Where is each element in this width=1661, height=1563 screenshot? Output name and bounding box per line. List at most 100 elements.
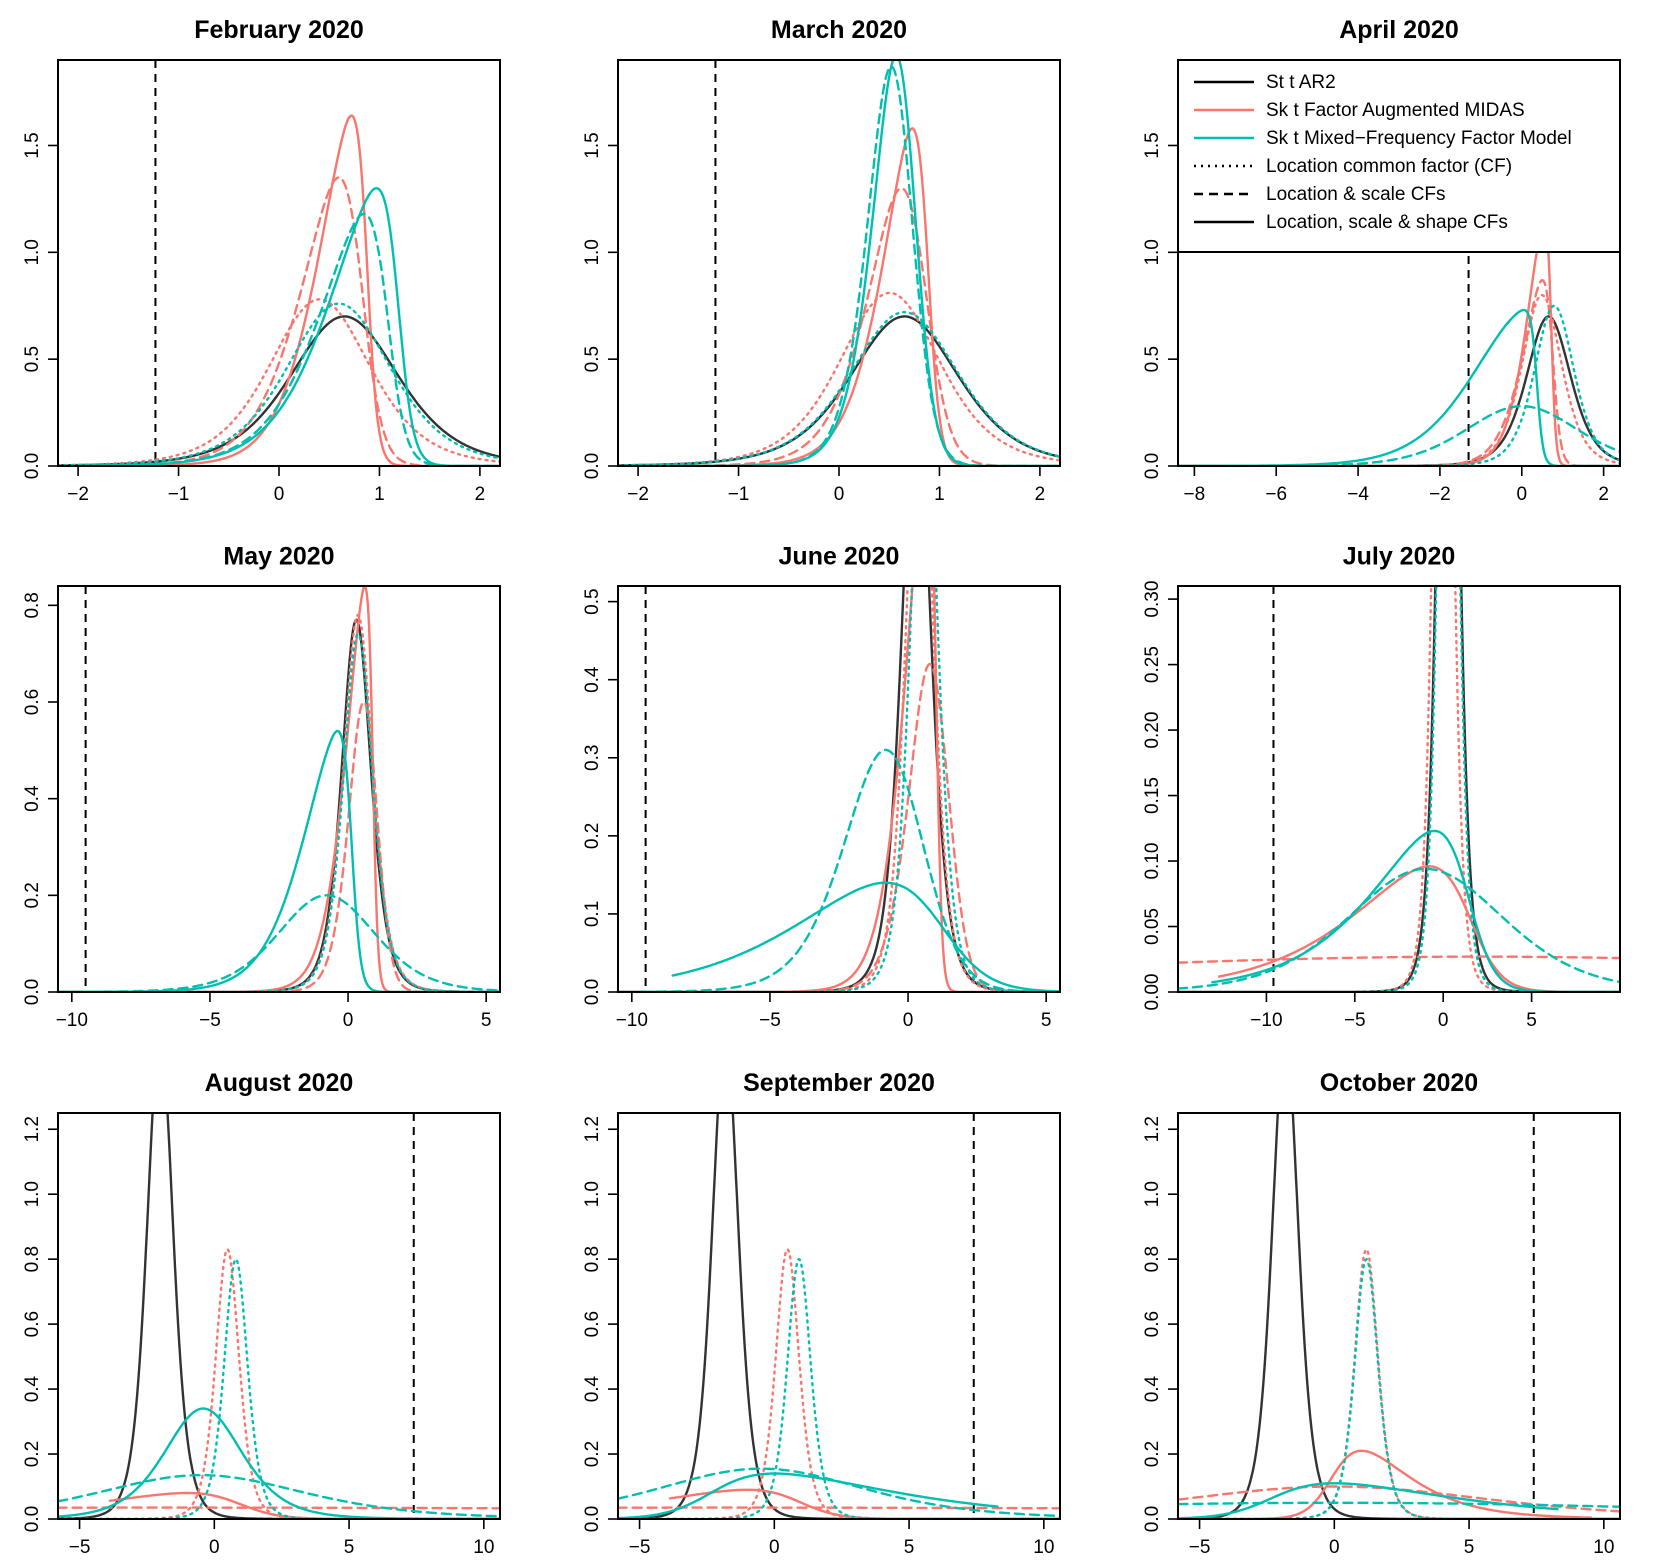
axes-box: [57, 585, 501, 993]
density-mfm-dotted: [618, 310, 1060, 466]
density-mfm-solid: [618, 1472, 999, 1519]
density-midas-solid: [625, 586, 1060, 992]
y-tick-label: 1.0: [582, 239, 603, 265]
density-midas-dashed: [1178, 1485, 1620, 1513]
y-tick-label: 0.2: [22, 1441, 43, 1467]
y-tick-label: 0.25: [1142, 646, 1163, 683]
y-tick-label: 0.15: [1142, 777, 1163, 814]
density-ar2-solid: [1178, 1113, 1620, 1519]
y-tick-label: 0.6: [22, 1311, 43, 1337]
x-tick-label: 2: [1598, 484, 1609, 505]
axes-box: [617, 585, 1061, 993]
x-tick-label: −10: [1250, 1010, 1282, 1031]
x-tick-label: 0: [903, 1010, 914, 1031]
y-tick-label: 0.5: [582, 588, 603, 614]
panel-title: June 2020: [779, 543, 900, 571]
density-mfm-dotted: [618, 586, 1060, 992]
x-tick-label: −2: [1429, 484, 1451, 505]
y-tick-label: 0.2: [582, 823, 603, 849]
y-tick-label: 0.0: [22, 453, 43, 479]
x-tick-label: 5: [1526, 1010, 1537, 1031]
density-mfm-dotted: [58, 302, 500, 466]
plot-area: [618, 60, 1060, 466]
panel-title: October 2020: [1320, 1069, 1478, 1097]
y-tick-label: 0.6: [22, 689, 43, 715]
density-mfm-dashed: [58, 894, 500, 992]
panel-7: August 2020 −5 0 5 10 0.0 0.2 0.4 0.6 0.8 1.0 1.2: [22, 1069, 501, 1558]
axes-box: [617, 1112, 1061, 1520]
y-tick-label: 0.0: [22, 979, 43, 1005]
density-mfm-dashed: [1178, 1501, 1620, 1509]
y-tick-label: 0.05: [1142, 908, 1163, 945]
y-tick-label: 1.0: [22, 239, 43, 265]
y-tick-label: 0.6: [582, 1311, 603, 1337]
density-ar2-solid: [58, 1113, 500, 1519]
panel-6: July 2020 −10 −5 0 5 0.00 0.05 0.10 0.15 0.20 0.25…: [1142, 543, 1621, 1031]
density-midas-solid: [1178, 1449, 1593, 1519]
density-mfm-dashed: [618, 1467, 1060, 1518]
plot-area: [618, 1113, 1060, 1519]
y-tick-label: 0.2: [582, 1441, 603, 1467]
density-midas-dashed: [628, 662, 1060, 992]
y-tick-label: 1.5: [582, 132, 603, 158]
density-midas-dotted: [618, 291, 1060, 466]
density-ar2-solid: [618, 586, 1060, 992]
density-midas-solid: [632, 127, 1060, 466]
x-tick-label: 2: [475, 484, 486, 505]
x-tick-label: 10: [473, 1537, 494, 1558]
x-tick-label: 10: [1593, 1537, 1614, 1558]
density-mfm-dotted: [58, 1257, 500, 1519]
x-tick-label: −4: [1347, 484, 1369, 505]
density-mfm-solid: [71, 729, 500, 992]
density-mfm-solid: [632, 60, 1060, 466]
panel-3: April 2020 −8 −6 −4 −2 0 2 0.0 0.5 1.0 1.5: [1142, 16, 1621, 505]
y-tick-label: 0.0: [22, 1506, 43, 1532]
y-tick-label: 1.5: [22, 132, 43, 158]
density-midas-dashed: [1178, 955, 1620, 964]
panel-4: May 2020 −10 −5 0 5 0.0 0.2 0.4 0.6 0.8: [22, 543, 501, 1031]
plot-area: [618, 586, 1060, 992]
y-tick-label: 1.2: [22, 1116, 43, 1142]
legend-label: Location, scale & shape CFs: [1266, 212, 1508, 233]
y-tick-label: 1.5: [1142, 132, 1163, 158]
x-tick-label: 0: [1438, 1010, 1449, 1031]
density-midas-dotted: [58, 613, 500, 992]
density-mfm-solid: [1211, 829, 1620, 992]
y-tick-label: 0.0: [582, 979, 603, 1005]
x-tick-label: −2: [627, 484, 649, 505]
x-tick-label: −5: [69, 1537, 91, 1558]
legend-label: Sk t Factor Augmented MIDAS: [1266, 100, 1525, 121]
density-midas-dashed: [618, 1506, 1060, 1510]
y-tick-label: 0.1: [582, 901, 603, 927]
panel-title: August 2020: [205, 1069, 354, 1097]
x-tick-label: 10: [1033, 1537, 1054, 1558]
x-tick-label: −10: [616, 1010, 648, 1031]
x-tick-label: −5: [1344, 1010, 1366, 1031]
density-mfm-dotted: [1178, 1257, 1620, 1519]
density-midas-dotted: [618, 586, 1060, 992]
x-tick-label: 0: [1329, 1537, 1340, 1558]
x-tick-label: 5: [344, 1537, 355, 1558]
x-tick-label: 5: [904, 1537, 915, 1558]
density-midas-dotted: [1178, 1248, 1620, 1519]
density-ar2-solid: [58, 618, 500, 992]
y-tick-label: 1.0: [582, 1181, 603, 1207]
plot-area: [1178, 586, 1620, 992]
panel-9: October 2020 −5 0 5 10 0.0 0.2 0.4 0.6 0.8 1.0 1.2: [1142, 1069, 1621, 1558]
y-tick-label: 0.2: [22, 882, 43, 908]
x-tick-label: −5: [629, 1537, 651, 1558]
legend-label: Sk t Mixed−Frequency Factor Model: [1266, 128, 1572, 149]
y-tick-label: 0.4: [22, 785, 43, 812]
density-ar2-solid: [618, 1113, 1060, 1519]
density-mfm-dashed: [80, 212, 500, 466]
y-tick-label: 0.5: [1142, 346, 1163, 372]
y-tick-label: 0.8: [22, 592, 43, 618]
density-mfm-dashed: [630, 65, 1060, 466]
density-mfm-dashed: [1178, 867, 1620, 990]
y-tick-label: 0.5: [22, 346, 43, 372]
density-midas-dashed: [1187, 278, 1620, 466]
density-mfm-dashed: [1178, 405, 1620, 466]
panel-title: March 2020: [771, 16, 907, 44]
plot-area: [58, 1113, 500, 1519]
